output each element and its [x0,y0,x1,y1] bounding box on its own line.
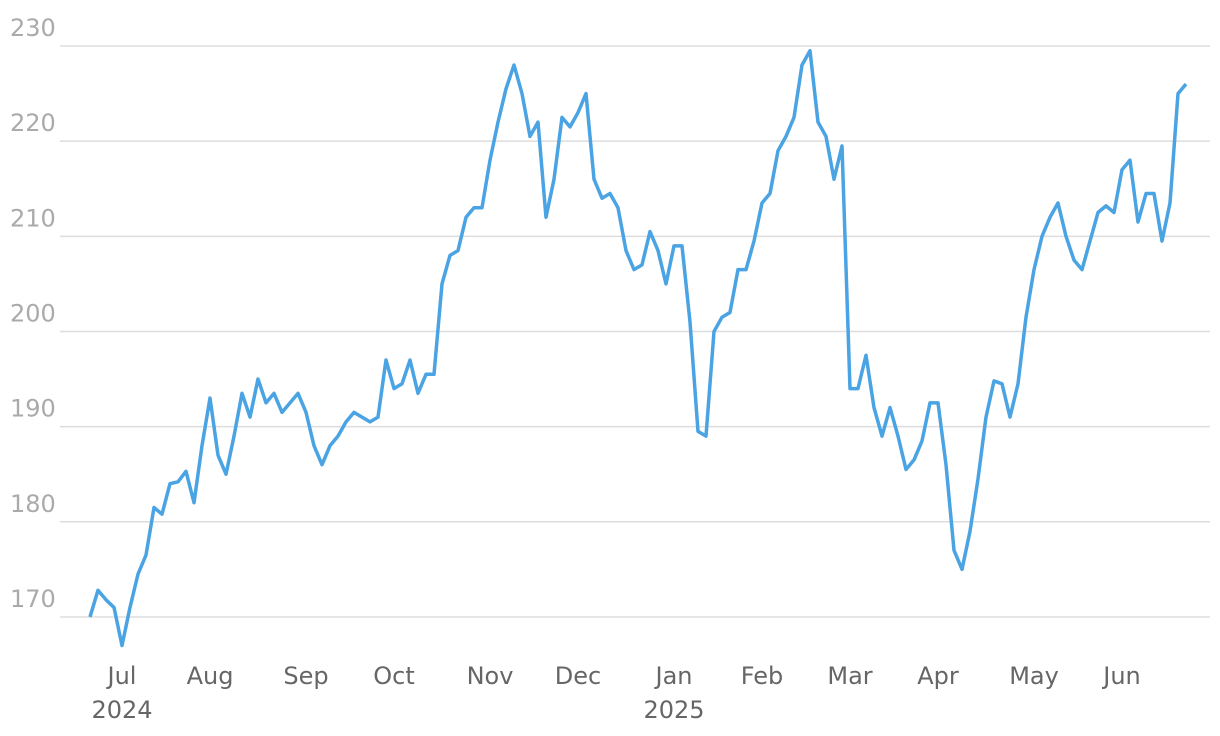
y-tick-label: 190 [10,395,56,423]
y-tick-label: 230 [10,14,56,42]
x-tick-label: Nov [467,662,514,690]
x-tick-label: May [1009,662,1059,690]
y-tick-label: 170 [10,585,56,613]
x-tick-label: Apr [917,662,959,690]
y-tick-label: 180 [10,490,56,518]
x-tick-label: Oct [373,662,415,690]
x-tick-label: Dec [555,662,601,690]
x-tick-label: Sep [283,662,328,690]
y-tick-label: 220 [10,109,56,137]
x-tick-label: Jun [1101,662,1141,690]
y-tick-label: 210 [10,204,56,232]
y-tick-label: 200 [10,299,56,327]
x-tick-label: Feb [741,662,784,690]
x-tick-label: Mar [827,662,872,690]
x-tick-label: Jan 2025 [643,662,704,724]
x-tick-label: Aug [187,662,234,690]
price-line [88,49,1188,648]
x-tick-label: Jul 2024 [91,662,152,724]
